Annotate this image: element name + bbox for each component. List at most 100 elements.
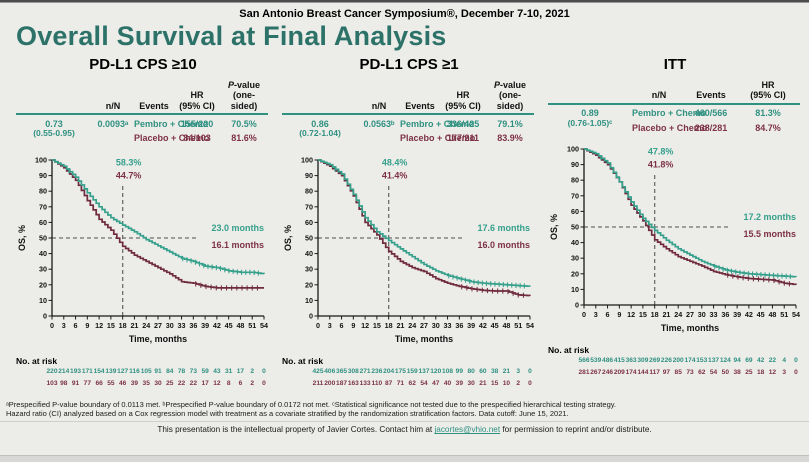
panel-title-pdl1-cps10: PD-L1 CPS ≥10 (89, 56, 197, 73)
at-risk-value: 98 (60, 379, 68, 387)
at-risk-value: 38 (733, 369, 741, 377)
col-header: Events (134, 101, 174, 116)
x-tick-label: 45 (225, 321, 233, 330)
row-label-placebo: Placebo + Chemo (400, 133, 476, 144)
at-risk-value: 60 (479, 367, 487, 375)
value-hr: 0.89 (0.76-1.05)ᶜ (567, 108, 613, 128)
symposium-header: San Antonio Breast Cancer Symposium®, De… (239, 8, 570, 20)
x-tick-label: 6 (606, 310, 610, 319)
row-label-placebo: Placebo + Chemo (632, 123, 708, 134)
median-label-pembro: 23.0 months (211, 223, 264, 233)
stats-table: n/N Events HR (95% CI) P-value (one-sided) Pem… (16, 80, 270, 145)
value-nN: 177/211 (446, 133, 480, 144)
km-chart-pdl1-cps1: 0 3 6 9 12 15 18 21 24 27 30 33 36 39 42 45 48 51 54010203… (283, 155, 534, 344)
at-risk-value: 174 (684, 357, 696, 365)
x-tick-label: 54 (526, 321, 534, 330)
x-tick-label: 54 (792, 310, 800, 319)
at-risk-value: 54 (420, 379, 428, 387)
at-risk-value: 175 (394, 367, 406, 375)
x-tick-label: 48 (502, 321, 510, 330)
at-risk-value: 30 (154, 379, 162, 387)
footnote-line-2: Hazard ratio (CI) analyzed based on a Co… (6, 409, 569, 419)
contact-email-link[interactable]: jacortes@vhio.net (434, 425, 501, 435)
x-tick-label: 33 (178, 321, 186, 330)
at-risk-value: 54 (709, 369, 718, 377)
x-tick-label: 9 (351, 321, 355, 330)
x-tick-label: 27 (154, 321, 162, 330)
x-tick-label: 36 (721, 310, 729, 319)
col-header: HR (95% CI) (736, 80, 800, 105)
y-tick-label: 100 (301, 155, 313, 164)
row-label-pembro: Pembro + Chemo (134, 118, 209, 129)
value-events: 81.6% (231, 133, 257, 144)
at-risk-value: 97 (662, 369, 671, 377)
at-risk-value: 22 (768, 357, 777, 365)
at-risk-value: 220 (46, 367, 58, 375)
at-risk-value: 171 (81, 367, 93, 375)
y-tick-label: 20 (571, 270, 579, 279)
y-tick-label: 0 (575, 301, 579, 310)
x-axis-label: Time, months (129, 334, 187, 344)
x-tick-label: 0 (316, 321, 320, 330)
at-risk-value: 40 (443, 379, 452, 387)
footnotes: ᵃPrespecified P-value boundary of 0.0113… (6, 400, 803, 419)
col-header: Events (400, 101, 440, 116)
property-statement: This presentation is the intellectual pr… (0, 421, 809, 434)
at-risk-value: 174 (625, 369, 637, 377)
at-risk-value: 281 (578, 369, 590, 377)
x-tick-label: 18 (651, 310, 659, 319)
property-text-pre: This presentation is the intellectual pr… (157, 425, 435, 435)
x-tick-label: 12 (361, 321, 369, 330)
at-risk-value: 137 (418, 367, 430, 375)
at-risk-value: 193 (70, 367, 82, 375)
x-tick-label: 27 (686, 310, 694, 319)
at-risk-value: 12 (213, 379, 221, 387)
at-risk-value: 144 (637, 369, 649, 377)
at-risk-value: 154 (93, 367, 105, 375)
at-risk-value: 204 (383, 367, 395, 375)
at-risk-value: 246 (602, 369, 614, 377)
at-risk-value: 15 (490, 379, 499, 387)
at-risk-value: 17 (201, 379, 209, 387)
at-risk-value: 116 (129, 367, 140, 375)
y-tick-label: 40 (39, 249, 47, 258)
at-risk-value: 85 (674, 369, 682, 377)
stats-table: n/N Events HR (95% CI) P-value (one-sided) Pem… (282, 80, 536, 145)
col-header: n/N (358, 101, 400, 116)
at-risk-value: 133 (359, 379, 371, 387)
at-risk-value: 94 (733, 357, 741, 365)
x-tick-label: 45 (757, 310, 765, 319)
km-curve-pembro (52, 158, 265, 275)
at-risk-table: No. at risk 425 406 365 308 271 236 204 175 159 13… (282, 356, 536, 396)
at-risk-value: 117 (649, 369, 660, 377)
y-axis-label: OS, % (17, 225, 27, 251)
value-nN: 336/425 (446, 118, 480, 129)
at-risk-value: 187 (336, 379, 348, 387)
at-risk-value: 103 (46, 379, 58, 387)
y-tick-label: 50 (305, 233, 313, 242)
value-events: 79.1% (497, 118, 523, 129)
at-risk-heading: No. at risk (16, 355, 58, 366)
km-chart-itt: 0 3 6 9 12 15 18 21 24 27 30 33 36 39 42 45 48 51 54010203… (549, 145, 800, 334)
at-risk-heading: No. at risk (282, 355, 324, 366)
at-risk-value: 0 (262, 367, 266, 375)
median-label-pembro: 17.6 months (477, 223, 530, 233)
median-label-placebo: 16.0 months (477, 240, 530, 250)
x-tick-label: 6 (340, 321, 344, 330)
y-tick-label: 30 (571, 254, 579, 263)
x-tick-label: 51 (514, 321, 522, 330)
value-hr: 0.86 (0.72-1.04) (299, 118, 341, 138)
at-risk-value: 91 (71, 379, 80, 387)
y-tick-label: 60 (305, 218, 313, 227)
y-tick-label: 80 (305, 186, 313, 195)
y-tick-label: 20 (39, 280, 47, 289)
at-risk-value: 91 (154, 367, 162, 375)
x-tick-label: 33 (710, 310, 718, 319)
at-risk-value: 38 (490, 367, 499, 375)
x-tick-label: 39 (201, 321, 209, 330)
x-tick-label: 30 (698, 310, 706, 319)
at-risk-value: 73 (686, 369, 694, 377)
y-tick-label: 20 (305, 280, 313, 289)
at-risk-value: 35 (142, 379, 150, 387)
x-tick-label: 24 (408, 321, 416, 330)
